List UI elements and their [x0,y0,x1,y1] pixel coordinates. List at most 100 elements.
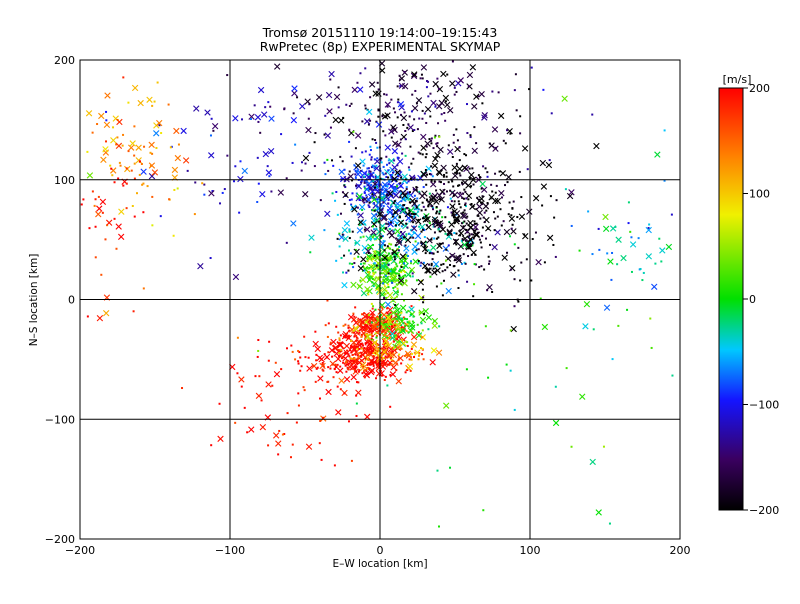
data-point-dot [390,323,393,326]
data-point-cross [471,147,478,154]
data-point-dot [433,231,436,234]
data-point-cross [508,215,516,222]
data-point-dot [394,254,397,257]
data-point-dot [380,157,383,160]
data-point-dot [430,264,433,267]
data-point-dot [380,235,383,238]
data-point-dot [450,200,453,203]
data-point-dot [431,206,434,209]
data-point-cross [419,192,426,200]
data-point-dot [399,270,402,273]
data-point-dot [384,227,387,230]
data-point-dot [336,213,339,216]
data-point-cross [291,85,298,92]
data-point-dot [329,341,332,344]
data-point-dot [475,208,478,211]
data-point-dot [407,309,410,312]
data-point-dot [587,210,590,213]
data-point-dot [339,334,342,337]
data-point-cross [389,330,396,338]
data-point-dot [354,173,357,176]
data-point-dot [384,375,387,378]
data-point-cross [459,224,467,232]
data-point-dot [408,209,411,212]
data-point-dot [430,262,433,265]
data-point-dot [465,197,468,200]
data-point-dot [445,171,448,174]
data-point-dot [388,268,391,271]
data-point-dot [480,265,483,268]
data-point-dot [354,169,357,172]
data-point-dot [393,200,396,203]
data-point-dot [131,205,134,208]
x-ticks: −200 −100 0 100 200 [65,544,691,557]
data-point-dot [375,227,378,230]
data-point-dot [416,128,419,131]
data-point-cross [451,164,458,171]
data-point-cross [156,119,163,127]
data-point-dot [392,340,395,343]
data-point-cross [341,281,348,289]
data-point-dot [105,140,108,143]
data-point-dot [435,212,438,215]
data-point-dot [361,197,364,200]
data-point-dot [373,319,376,322]
data-point-dot [367,353,370,356]
data-point-dot [598,248,601,251]
data-point-cross [267,148,275,155]
data-point-dot [654,262,657,265]
data-point-cross [501,254,508,261]
data-point-dot [376,81,379,84]
data-point-dot [421,353,424,356]
data-point-dot [548,159,551,162]
data-point-dot [388,180,391,183]
data-point-dot [80,203,83,206]
data-point-cross [535,258,542,266]
data-point-dot [439,198,442,201]
data-point-dot [425,153,428,156]
data-point-dot [429,250,432,253]
data-point-dot [370,158,373,161]
data-point-cross [452,238,460,245]
data-point-dot [371,281,374,284]
data-point-cross [328,347,336,354]
data-point-dot [257,120,260,123]
data-point-dot [141,183,144,186]
data-point-dot [402,262,405,265]
data-point-cross [347,173,354,180]
data-point-cross [148,162,156,169]
data-point-dot [348,237,351,240]
data-point-dot [94,198,97,201]
data-point-cross [384,101,392,108]
data-point-dot [406,126,409,129]
data-point-dot [366,181,369,184]
data-point-dot [371,277,374,280]
data-point-dot [437,87,440,90]
data-point-dot [518,170,521,173]
data-point-cross [302,190,309,198]
data-point-cross [394,307,401,314]
data-point-dot [391,215,394,218]
data-point-dot [363,201,366,204]
data-point-dot [437,525,440,528]
data-point-cross [436,242,443,250]
data-point-dot [401,269,404,272]
data-point-dot [403,354,406,357]
data-point-cross [491,243,498,251]
data-point-dot [407,217,410,220]
data-point-dot [477,214,480,217]
data-point-cross [359,319,366,326]
data-point-cross [492,145,499,152]
data-point-dot [376,344,379,347]
data-point-cross [352,325,359,332]
data-point-dot [412,236,415,239]
data-point-dot [326,380,329,383]
data-point-dot [552,243,555,246]
data-point-dot [383,244,386,247]
data-point-dot [446,266,449,269]
data-point-dot [336,363,339,366]
data-point-cross [354,239,361,247]
data-point-cross [368,81,376,88]
data-point-dot [390,185,393,188]
